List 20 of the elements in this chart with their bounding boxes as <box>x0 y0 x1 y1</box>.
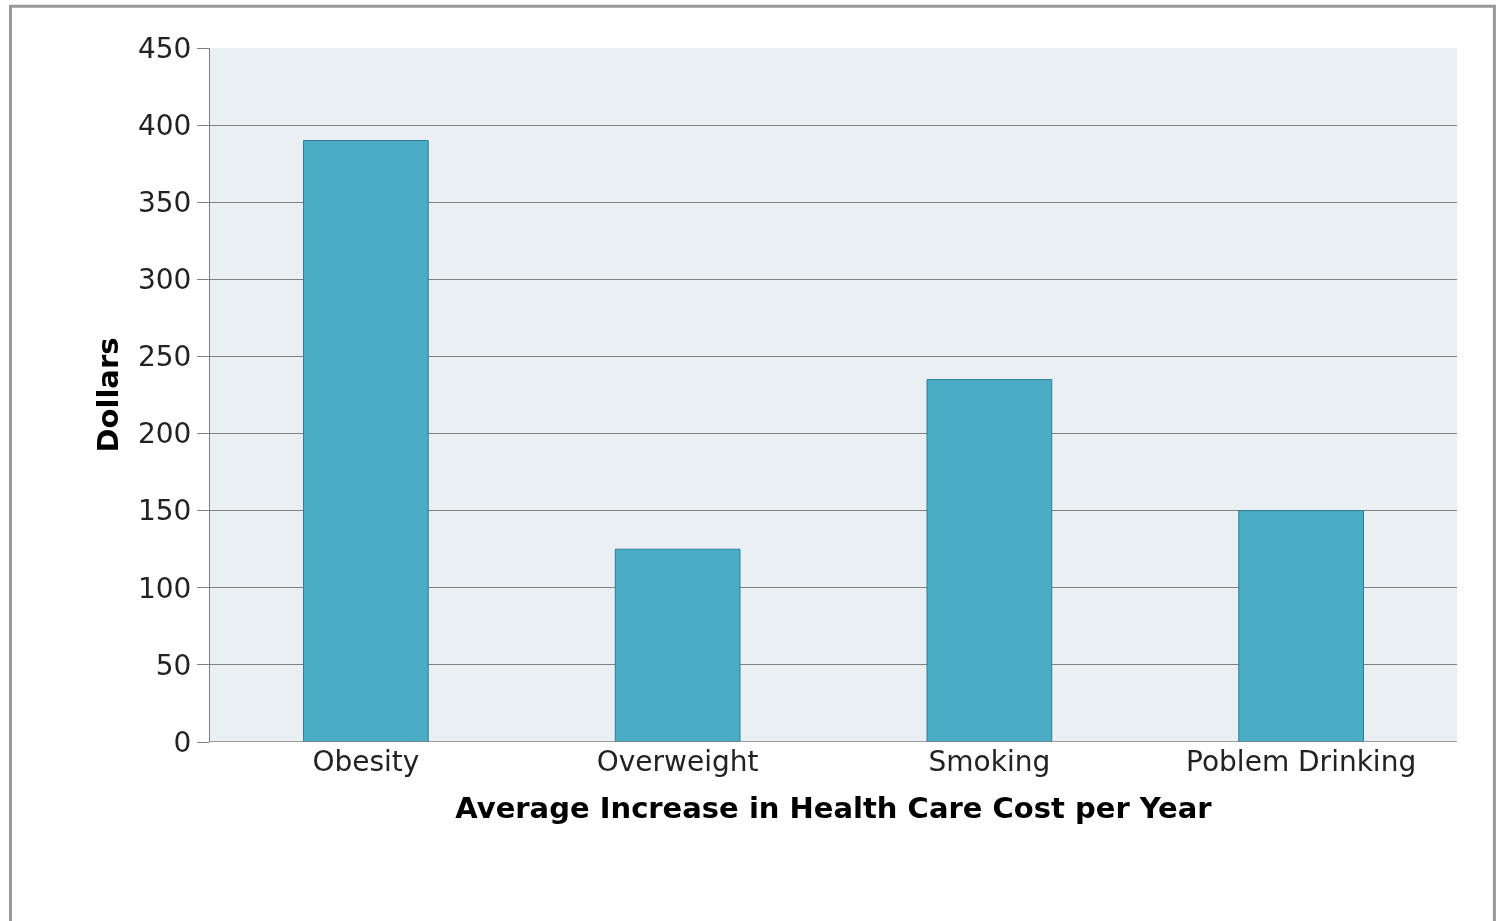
y-tick-label: 300 <box>137 263 192 297</box>
y-tick-label: 0 <box>173 725 192 759</box>
y-tick-label: 200 <box>137 417 192 451</box>
y-axis-title: Dollars <box>91 337 126 453</box>
y-tick-label: 250 <box>137 340 192 374</box>
bar <box>926 379 1053 742</box>
bar <box>1238 510 1364 742</box>
bar <box>303 140 429 742</box>
x-tick-label: Obesity <box>312 745 420 778</box>
y-tick-label: 450 <box>137 31 192 65</box>
y-tick-label: 50 <box>155 648 192 682</box>
x-axis-title: Average Increase in Health Care Cost per Year <box>455 790 1213 825</box>
x-tick-label: Poblem Drinking <box>1186 745 1417 778</box>
y-tick-label: 100 <box>137 571 192 605</box>
y-tick-label: 150 <box>137 494 192 528</box>
y-tick-label: 400 <box>137 108 192 142</box>
bar <box>614 548 741 742</box>
x-tick-label: Smoking <box>928 745 1051 778</box>
x-tick-label: Overweight <box>596 745 759 778</box>
y-tick-label: 350 <box>137 186 192 220</box>
